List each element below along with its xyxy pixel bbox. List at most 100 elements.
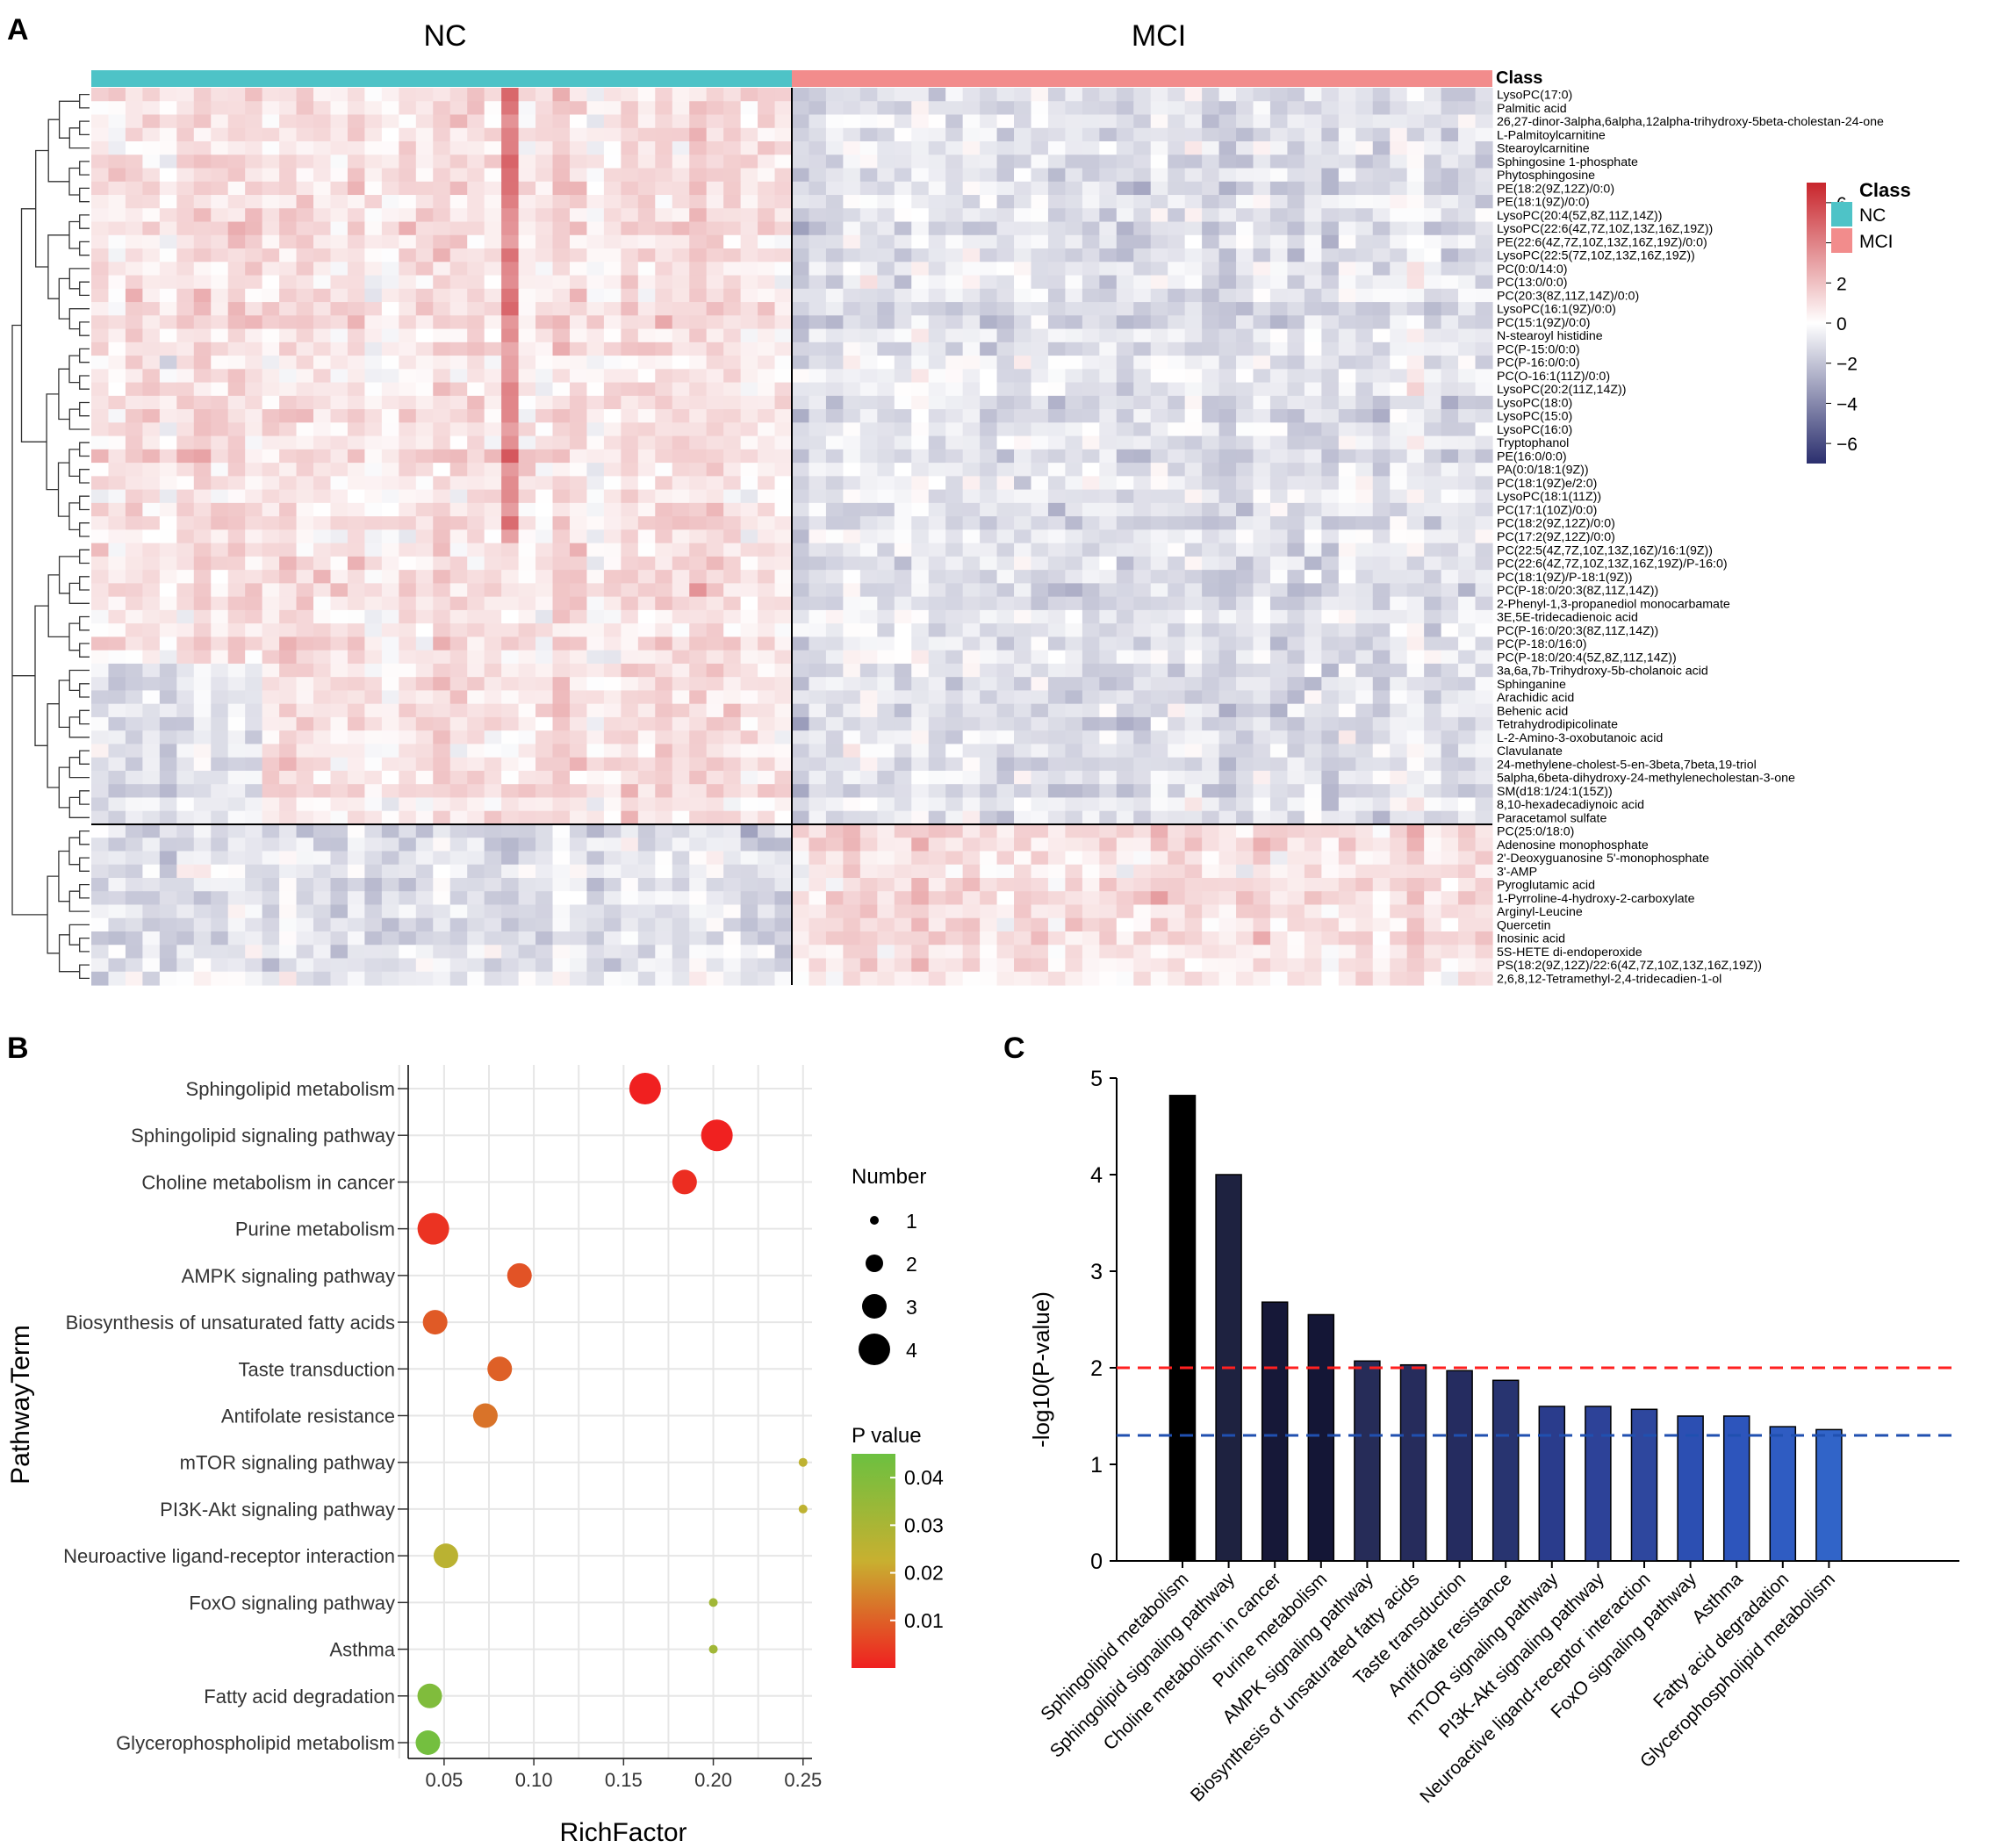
heatmap-cell [758,838,776,852]
heatmap-cell [1065,757,1083,772]
heatmap-cell [399,677,417,692]
heatmap-cell [484,449,502,464]
heatmap-cell [1014,529,1032,544]
heatmap-cell [825,168,844,183]
heatmap-cell [364,435,383,450]
heatmap-cell [227,757,246,772]
heatmap-cell [1184,877,1203,892]
heatmap-cell [484,288,502,303]
heatmap-cell [945,529,964,544]
heatmap-cell [1406,369,1425,384]
heatmap-cell [1321,248,1340,262]
heatmap-cell [723,328,742,343]
heatmap-cell [552,663,571,678]
heatmap-cell [467,636,485,651]
heatmap-cell [262,288,280,303]
heatmap-cell [586,476,605,491]
heatmap-cell [740,288,758,303]
heatmap-cell [552,810,571,825]
heatmap-cell [1082,168,1100,183]
heatmap-cell [1047,382,1067,397]
heatmap-cell [330,262,349,277]
heatmap-cell [689,395,708,410]
heatmap-cell [894,141,912,155]
heatmap-cell [535,730,554,745]
heatmap-cell [1218,463,1237,477]
heatmap-cell [945,463,964,477]
heatmap-cell [1424,596,1442,611]
heatmap-cell [501,784,520,799]
heatmap-cell [945,288,964,303]
heatmap-cell [825,328,844,343]
heatmap-cell [313,690,332,705]
heatmap-cell [996,382,1015,397]
heatmap-cell [381,422,399,437]
heatmap-cell [603,328,622,343]
heatmap-cell [142,101,161,116]
heatmap-cell [1065,395,1083,410]
heatmap-cell [552,168,571,183]
heatmap-cell [176,877,195,892]
heatmap-cell [125,435,143,450]
heatmap-cell [825,409,844,423]
heatmap-cell [484,315,502,330]
heatmap-cell [211,716,229,731]
heatmap-cell [1099,609,1118,624]
heatmap-cell [637,221,656,236]
heatmap-cell [211,101,229,116]
heatmap-cell [193,248,212,262]
heatmap-cell [843,864,861,879]
heatmap-cell [159,570,177,584]
heatmap-cell [364,127,383,142]
heatmap-cell [672,489,690,504]
heatmap-cell [1475,529,1493,544]
heatmap-cell [672,877,690,892]
heatmap-cell [672,663,690,678]
heatmap-cell [1202,382,1220,397]
heatmap-cell [792,449,810,464]
heatmap-cell [227,88,246,102]
heatmap-cell [792,502,810,517]
heatmap-cell [809,757,827,772]
heatmap-cell [415,422,434,437]
heatmap-cell [211,677,229,692]
heatmap-cell [1390,838,1408,852]
heatmap-cell [330,502,349,517]
heatmap-cell [740,409,758,423]
heatmap-cell [758,570,776,584]
heatmap-cell [1424,409,1442,423]
heatmap-cell [1236,596,1254,611]
heatmap-cell [1406,596,1425,611]
heatmap-cell [655,757,673,772]
heatmap-cell [91,716,110,731]
heatmap-cell [484,234,502,249]
heatmap-cell [859,770,878,785]
heatmap-cell [1116,208,1134,223]
heatmap-cell [637,851,656,866]
heatmap-cell [1065,650,1083,665]
heatmap-cell [347,127,366,142]
heatmap-cell [655,703,673,718]
heatmap-cell [262,101,280,116]
heatmap-cell [1236,570,1254,584]
heatmap-cell [1218,342,1237,356]
heatmap-cell [176,744,195,759]
heatmap-cell [1269,449,1289,464]
heatmap-cell [1269,583,1289,598]
heatmap-cell [1475,663,1493,678]
heatmap-cell [1458,703,1477,718]
heatmap-cell [1287,422,1305,437]
heatmap-cell [859,356,878,370]
heatmap-cell [1406,127,1425,142]
heatmap-cell [706,730,724,745]
heatmap-cell [1202,234,1220,249]
heatmap-cell [740,315,758,330]
heatmap-cell [1321,221,1340,236]
heatmap-cell [603,195,622,209]
heatmap-cell [569,636,588,651]
heatmap-cell [586,502,605,517]
heatmap-cell [962,234,981,249]
heatmap-cell [1304,650,1322,665]
heatmap-cell [176,543,195,557]
heatmap-cell [125,636,143,651]
